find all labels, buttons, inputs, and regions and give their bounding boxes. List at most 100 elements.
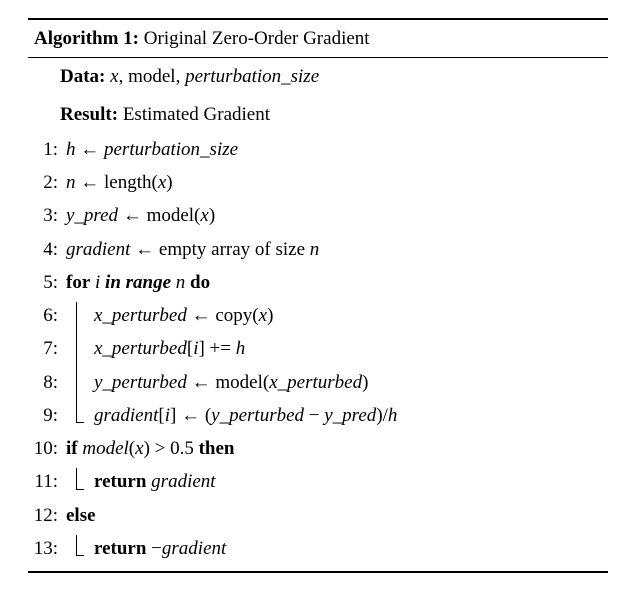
- data-var-ps: perturbation_size: [185, 66, 319, 87]
- kw-inrange: in range: [105, 272, 171, 293]
- code: x_perturbed ← copy(x): [62, 299, 608, 332]
- code: n ← length(x): [62, 166, 608, 199]
- line-number: 2:: [28, 166, 62, 199]
- tok: h: [388, 405, 398, 426]
- data-var-x: x: [110, 66, 118, 87]
- code-line: 11: return gradient: [28, 465, 608, 498]
- tok: gradient: [94, 405, 158, 426]
- result-text: Estimated Gradient: [123, 104, 270, 125]
- tok: x: [259, 305, 267, 326]
- tok: n: [66, 172, 76, 193]
- result-label: Result:: [60, 104, 118, 125]
- code: gradient[i] ← (y_perturbed − y_pred)/h: [62, 399, 608, 432]
- tok: h: [66, 139, 76, 160]
- tok: x_perturbed: [269, 372, 362, 393]
- code: y_perturbed ← model(x_perturbed): [62, 366, 608, 399]
- line-number: 5:: [28, 266, 62, 299]
- tok: y_pred: [66, 205, 118, 226]
- line-number: 7:: [28, 332, 62, 365]
- tok: n: [310, 239, 320, 260]
- block-rule: [76, 468, 77, 490]
- code: return −gradient: [62, 532, 608, 565]
- code: if model(x) > 0.5 then: [62, 432, 608, 465]
- kw-return: return: [94, 471, 146, 492]
- kw-do: do: [190, 272, 210, 293]
- line-number: 13:: [28, 532, 62, 565]
- kw-return: return: [94, 538, 146, 559]
- tok: ): [267, 305, 273, 326]
- line-number: 3:: [28, 199, 62, 232]
- algo-number: Algorithm 1:: [34, 28, 139, 49]
- code-line: 9: gradient[i] ← (y_perturbed − y_pred)/…: [28, 399, 608, 432]
- line-number: 11:: [28, 465, 62, 498]
- code-line: 6: x_perturbed ← copy(x): [28, 299, 608, 332]
- block-end: [76, 489, 84, 490]
- code-line: 2: n ← length(x): [28, 166, 608, 199]
- code-line: 8: y_perturbed ← model(x_perturbed): [28, 366, 608, 399]
- code: return gradient: [62, 465, 608, 498]
- code-line: 1: h ← perturbation_size: [28, 133, 608, 166]
- tok: ← empty array of size: [130, 239, 309, 260]
- tok: ): [209, 205, 215, 226]
- tok: )/: [376, 405, 388, 426]
- tok: ← copy(: [187, 305, 259, 326]
- tok: −: [304, 405, 324, 426]
- block-end: [76, 555, 84, 556]
- tok: ] ← (: [170, 405, 211, 426]
- block-rule: [76, 402, 77, 424]
- tok: y_pred: [324, 405, 376, 426]
- kw-else: else: [66, 505, 96, 526]
- code: gradient ← empty array of size n: [62, 233, 608, 266]
- kw-for: for: [66, 272, 90, 293]
- tok: y_perturbed: [211, 405, 304, 426]
- code: for i in range n do: [62, 266, 608, 299]
- code-line: 13: return −gradient: [28, 532, 608, 565]
- data-label: Data:: [60, 66, 105, 87]
- rule-bottom: [28, 571, 608, 573]
- code-line: 7: x_perturbed[i] += h: [28, 332, 608, 365]
- line-number: 9:: [28, 399, 62, 432]
- code-line: 4: gradient ← empty array of size n: [28, 233, 608, 266]
- tok: x_perturbed: [94, 305, 187, 326]
- block-end: [76, 422, 84, 423]
- tok: model: [78, 438, 129, 459]
- code-line: 3: y_pred ← model(x): [28, 199, 608, 232]
- kw-then: then: [199, 438, 235, 459]
- tok: ← model(: [187, 372, 269, 393]
- tok: i: [90, 272, 105, 293]
- line-number: 8:: [28, 366, 62, 399]
- tok: ): [166, 172, 172, 193]
- tok: h: [236, 338, 246, 359]
- tok: ← length(: [76, 172, 158, 193]
- tok: n: [171, 272, 190, 293]
- algorithm-block: Algorithm 1: Original Zero-Order Gradien…: [28, 18, 608, 573]
- code-line: 10: if model(x) > 0.5 then: [28, 432, 608, 465]
- code: x_perturbed[i] += h: [62, 332, 608, 365]
- tok: x_perturbed: [94, 338, 187, 359]
- tok: ) > 0.5: [144, 438, 199, 459]
- data-sep: , model,: [119, 66, 186, 87]
- tok: ): [362, 372, 368, 393]
- tok: gradient: [66, 239, 130, 260]
- result-line: Result: Estimated Gradient: [28, 96, 608, 133]
- data-line: Data: x, model, perturbation_size: [28, 58, 608, 95]
- code-line: 12: else: [28, 499, 608, 532]
- tok: x: [200, 205, 208, 226]
- tok: x: [158, 172, 166, 193]
- tok: x: [135, 438, 143, 459]
- code: y_pred ← model(x): [62, 199, 608, 232]
- tok: gradient: [162, 538, 226, 559]
- line-number: 10:: [28, 432, 62, 465]
- code-line: 5: for i in range n do: [28, 266, 608, 299]
- algo-caption: Original Zero-Order Gradient: [144, 28, 370, 49]
- line-number: 6:: [28, 299, 62, 332]
- tok: ] +=: [198, 338, 235, 359]
- line-number: 4:: [28, 233, 62, 266]
- tok: gradient: [146, 471, 215, 492]
- line-number: 12:: [28, 499, 62, 532]
- line-number: 1:: [28, 133, 62, 166]
- tok: perturbation_size: [104, 139, 238, 160]
- code: else: [62, 499, 608, 532]
- block-rule: [76, 535, 77, 557]
- kw-if: if: [66, 438, 78, 459]
